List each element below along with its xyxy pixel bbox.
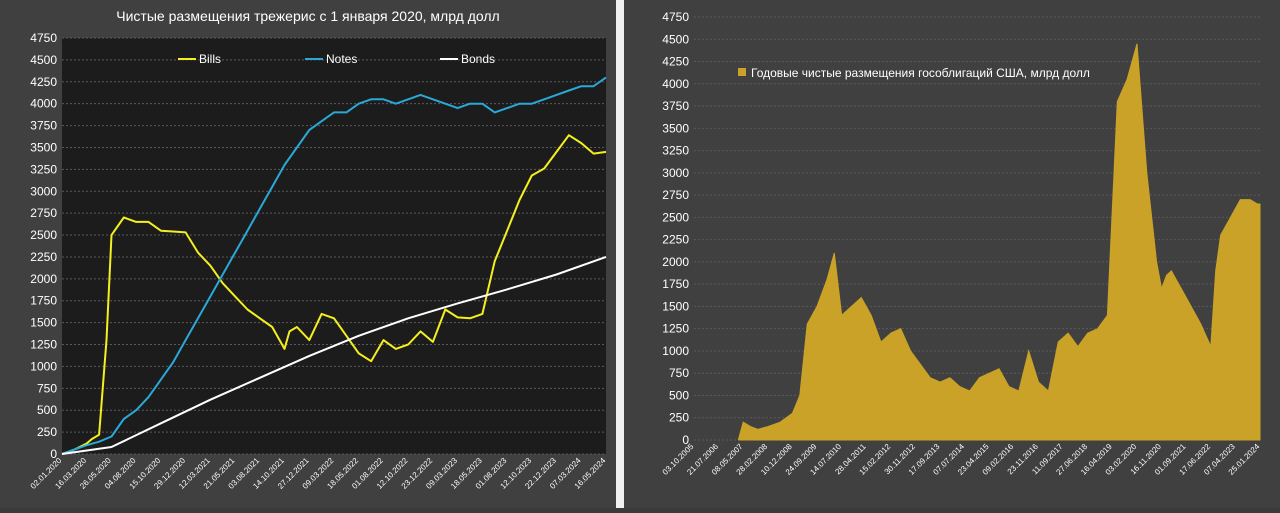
right-y-tick-label: 500 bbox=[669, 388, 689, 402]
right-y-tick-label: 3000 bbox=[662, 166, 689, 180]
right-y-tick-label: 2750 bbox=[662, 188, 689, 202]
left-y-tick-label: 1000 bbox=[30, 359, 57, 373]
right-y-tick-label: 4500 bbox=[662, 32, 689, 46]
panel-divider bbox=[616, 0, 624, 508]
right-y-tick-label: 4750 bbox=[662, 10, 689, 24]
left-y-tick-label: 4250 bbox=[30, 75, 57, 89]
right-y-tick-label: 4250 bbox=[662, 55, 689, 69]
right-chart-panel: 0 250 500 750 1000 1250 1500 1750 2000 2250 2500 27… bbox=[624, 0, 1280, 508]
left-y-tick-label: 4750 bbox=[30, 31, 57, 45]
left-y-tick-label: 3500 bbox=[30, 140, 57, 154]
legend-label-notes: Notes bbox=[326, 52, 357, 66]
right-y-tick-label: 3750 bbox=[662, 99, 689, 113]
right-y-tick-label: 3250 bbox=[662, 144, 689, 158]
left-plot-area bbox=[62, 38, 606, 454]
legend-label-annual-net-issuance: Годовые чистые размещения гособлигаций С… bbox=[751, 66, 1090, 80]
right-y-tick-label: 1000 bbox=[662, 344, 689, 358]
right-y-tick-label: 4000 bbox=[662, 77, 689, 91]
left-y-tick-label: 1500 bbox=[30, 316, 57, 330]
left-y-tick-label: 500 bbox=[37, 403, 57, 417]
left-series-line-notes bbox=[61, 76, 607, 455]
right-y-tick-label: 1250 bbox=[662, 322, 689, 336]
left-y-tick-label: 2250 bbox=[30, 250, 57, 264]
left-y-tick-label: 1750 bbox=[30, 294, 57, 308]
right-y-tick-label: 0 bbox=[682, 433, 689, 447]
left-y-tick-label: 2500 bbox=[30, 228, 57, 242]
legend-label-bills: Bills bbox=[199, 52, 221, 66]
left-chart-panel: Чистые размещения трежерис с 1 января 20… bbox=[0, 0, 616, 508]
left-series-line-bonds bbox=[61, 255, 607, 455]
left-y-tick-label: 3250 bbox=[30, 162, 57, 176]
right-y-tick-label: 250 bbox=[669, 411, 689, 425]
right-y-tick-label: 750 bbox=[669, 366, 689, 380]
right-y-tick-label: 2000 bbox=[662, 255, 689, 269]
left-y-tick-label: 0 bbox=[50, 447, 57, 461]
legend-label-bonds: Bonds bbox=[461, 52, 495, 66]
left-y-tick-label: 2750 bbox=[30, 206, 57, 220]
right-y-tick-label: 2500 bbox=[662, 210, 689, 224]
left-y-tick-label: 4000 bbox=[30, 97, 57, 111]
left-y-tick-label: 2000 bbox=[30, 272, 57, 286]
left-y-tick-label: 250 bbox=[37, 425, 57, 439]
left-series-line-bills bbox=[61, 134, 607, 455]
left-chart-svg: Чистые размещения трежерис с 1 января 20… bbox=[29, 8, 608, 491]
right-y-tick-label: 2250 bbox=[662, 233, 689, 247]
left-y-tick-label: 1250 bbox=[30, 338, 57, 352]
right-series-area bbox=[737, 43, 1261, 441]
left-y-tick-label: 750 bbox=[37, 381, 57, 395]
right-y-tick-label: 1750 bbox=[662, 277, 689, 291]
right-y-tick-label: 3500 bbox=[662, 121, 689, 135]
legend-swatch bbox=[738, 68, 746, 76]
left-y-tick-label: 3750 bbox=[30, 119, 57, 133]
right-y-tick-label: 1500 bbox=[662, 299, 689, 313]
left-y-tick-label: 3000 bbox=[30, 184, 57, 198]
left-chart-title: Чистые размещения трежерис с 1 января 20… bbox=[116, 8, 499, 24]
right-chart-svg: 0 250 500 750 1000 1250 1500 1750 2000 2250 2500 27… bbox=[661, 10, 1262, 477]
left-y-tick-label: 4500 bbox=[30, 53, 57, 67]
